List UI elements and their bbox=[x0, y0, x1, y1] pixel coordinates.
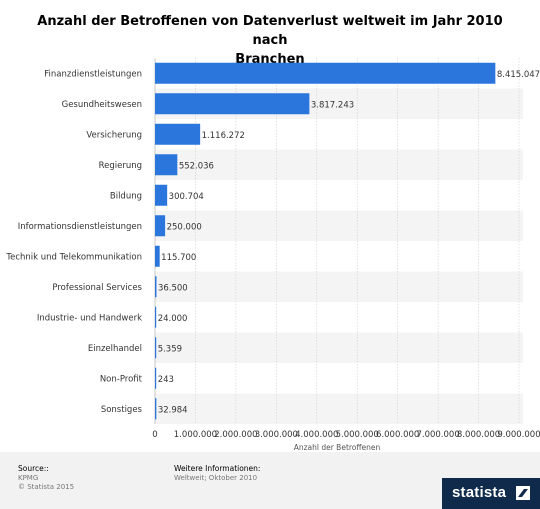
category-label: Non-Profit bbox=[100, 374, 143, 384]
statista-logo-text: statista bbox=[452, 484, 507, 501]
category-label: Sonstiges bbox=[101, 405, 143, 415]
category-label: Regierung bbox=[99, 161, 142, 171]
bar bbox=[155, 306, 157, 328]
value-label: 552.036 bbox=[179, 161, 214, 171]
value-label: 5.359 bbox=[158, 344, 182, 354]
chart-title: Anzahl der Betroffenen von Datenverlust … bbox=[20, 12, 520, 69]
info-heading[interactable]: Weitere Informationen: bbox=[174, 464, 261, 473]
x-tick-label: 6.000.000 bbox=[376, 430, 419, 440]
x-tick-label: 3.000.000 bbox=[255, 430, 298, 440]
statista-logo-icon bbox=[516, 486, 530, 500]
bar bbox=[155, 367, 157, 389]
category-label: Finanzdienstleistungen bbox=[44, 69, 142, 79]
x-tick-label: 1.000.000 bbox=[174, 430, 217, 440]
x-tick-label: 5.000.000 bbox=[336, 430, 379, 440]
bar bbox=[155, 154, 178, 176]
x-tick-label: 2.000.000 bbox=[214, 430, 257, 440]
source-heading: Source:: bbox=[18, 464, 49, 473]
row-band bbox=[155, 332, 523, 363]
value-label: 32.984 bbox=[158, 405, 188, 415]
x-tick-label: 4.000.000 bbox=[295, 430, 338, 440]
bar bbox=[155, 215, 166, 237]
bar-chart: Finanzdienstleistungen 8.415.047 Gesundhei… bbox=[5, 58, 540, 452]
row-band bbox=[155, 271, 523, 302]
value-label: 24.000 bbox=[158, 314, 188, 324]
value-label: 3.817.243 bbox=[311, 100, 354, 110]
category-label: Professional Services bbox=[52, 283, 142, 293]
category-label: Gesundheitswesen bbox=[62, 100, 142, 110]
bar bbox=[155, 62, 496, 84]
category-label: Industrie- und Handwerk bbox=[37, 313, 142, 323]
info-line: Weltweit; Oktober 2010 bbox=[174, 474, 258, 482]
bar bbox=[155, 398, 157, 420]
row-band bbox=[155, 210, 523, 241]
category-label: Informationsdienstleistungen bbox=[18, 222, 142, 232]
x-tick-label: 7.000.000 bbox=[416, 430, 459, 440]
value-label: 250.000 bbox=[167, 222, 202, 232]
category-label: Einzelhandel bbox=[88, 344, 142, 354]
value-label: 1.116.272 bbox=[202, 131, 245, 141]
value-label: 36.500 bbox=[158, 283, 188, 293]
bar bbox=[155, 245, 160, 267]
statista-logo[interactable]: statista bbox=[442, 478, 540, 509]
footer: Source:: KPMG © Statista 2015 Weitere In… bbox=[0, 452, 540, 509]
bar bbox=[155, 337, 157, 359]
category-label: Versicherung bbox=[86, 130, 142, 140]
bar bbox=[155, 184, 168, 206]
chart-title-line-1: Anzahl der Betroffenen von Datenverlust … bbox=[37, 14, 503, 48]
source-line-kpmg: KPMG bbox=[18, 474, 39, 482]
row-band bbox=[155, 393, 523, 424]
value-label: 115.700 bbox=[161, 253, 196, 263]
bar bbox=[155, 276, 157, 298]
bar bbox=[155, 93, 310, 115]
x-axis-title: Anzahl der Betroffenen bbox=[294, 443, 381, 452]
category-label: Bildung bbox=[110, 191, 142, 201]
value-label: 300.704 bbox=[169, 192, 204, 202]
source-line-copyright: © Statista 2015 bbox=[18, 483, 75, 491]
row-band bbox=[155, 149, 523, 180]
value-label: 243 bbox=[158, 375, 174, 385]
x-tick-label: 9.000.000 bbox=[497, 430, 540, 440]
category-label: Technik und Telekommunikation bbox=[5, 252, 142, 262]
bar bbox=[155, 123, 201, 145]
value-label: 8.415.047 bbox=[497, 70, 540, 80]
x-tick-label: 0 bbox=[152, 430, 157, 440]
x-tick-label: 8.000.000 bbox=[457, 430, 500, 440]
